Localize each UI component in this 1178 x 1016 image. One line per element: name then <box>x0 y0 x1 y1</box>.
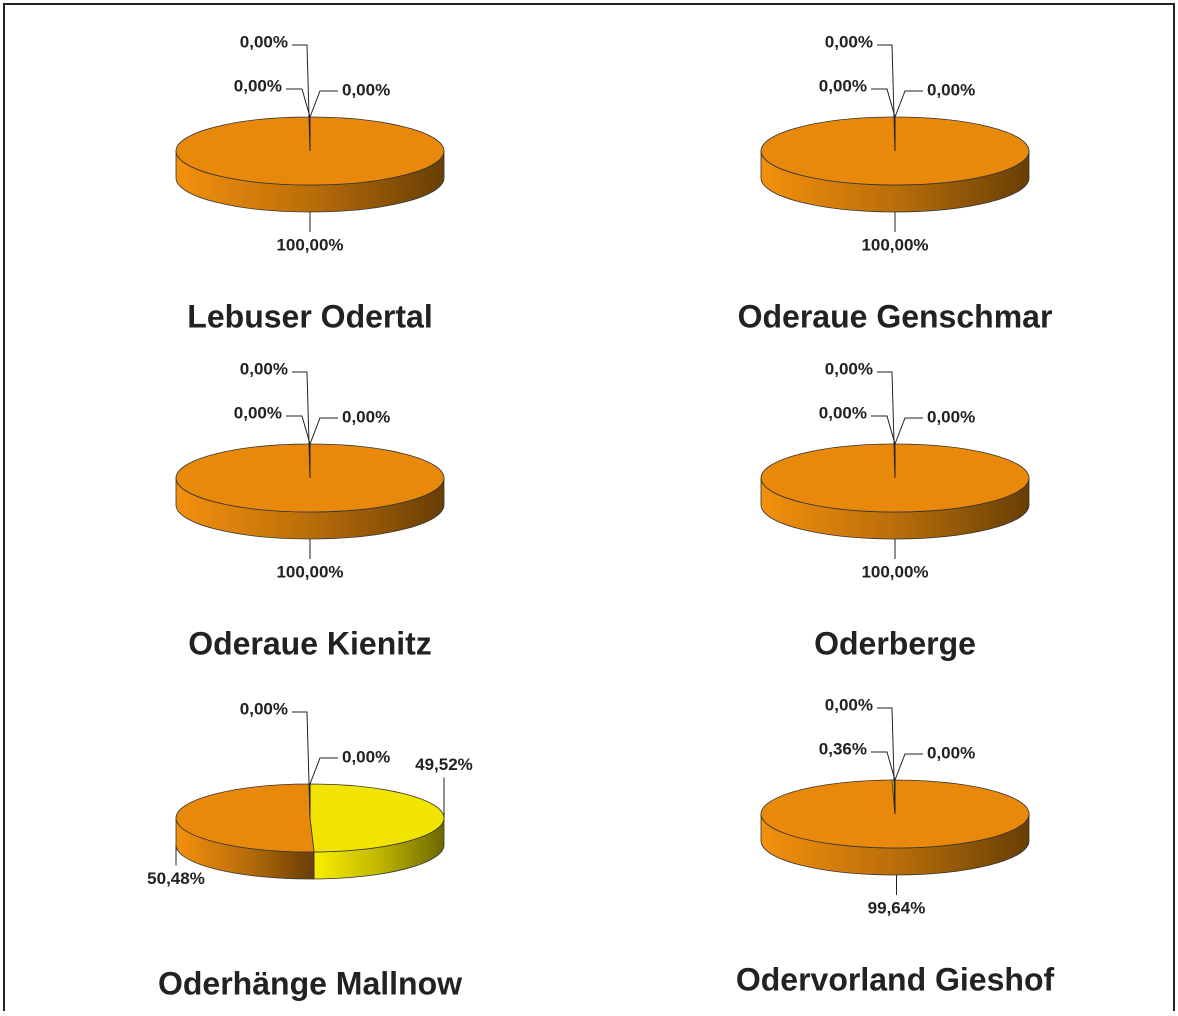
chart-title: Oderaue Genschmar <box>738 298 1053 334</box>
data-label: 0,00% <box>342 80 390 99</box>
data-label: 0,00% <box>927 743 975 762</box>
chart-title: Oderberge <box>814 625 976 661</box>
data-label: 0,00% <box>342 747 390 766</box>
data-label: 0,00% <box>240 359 288 378</box>
leader-line <box>877 44 896 152</box>
leader-line <box>871 751 896 781</box>
data-label: 0,00% <box>234 403 282 422</box>
leader-line <box>292 371 311 479</box>
leader-line <box>871 415 896 445</box>
leader-line <box>871 88 896 118</box>
data-label: 100,00% <box>276 562 343 581</box>
data-label: 50,48% <box>147 869 205 888</box>
data-label: 100,00% <box>276 235 343 254</box>
leader-line <box>286 88 311 118</box>
data-label: 0,00% <box>927 407 975 426</box>
data-label: 0,00% <box>825 359 873 378</box>
leader-line <box>877 707 896 815</box>
data-label: 0,00% <box>240 699 288 718</box>
chart-title: Odervorland Gieshof <box>736 961 1055 997</box>
data-label: 0,00% <box>234 76 282 95</box>
chart-title: Oderaue Kienitz <box>188 625 432 661</box>
data-label: 100,00% <box>861 562 928 581</box>
data-label: 49,52% <box>415 755 473 774</box>
data-label: 0,00% <box>342 407 390 426</box>
data-label: 0,00% <box>825 695 873 714</box>
data-label: 99,64% <box>868 898 926 917</box>
data-label: 0,00% <box>825 32 873 51</box>
leader-line <box>292 711 311 819</box>
chart-title: Oderhänge Mallnow <box>158 965 462 1001</box>
leader-line <box>292 44 311 152</box>
data-label: 0,00% <box>819 403 867 422</box>
chart-title: Lebuser Odertal <box>187 298 432 334</box>
leader-line <box>877 371 896 479</box>
data-label: 100,00% <box>861 235 928 254</box>
data-label: 0,36% <box>819 739 867 758</box>
pie-slice <box>175 783 315 853</box>
leader-line <box>286 415 311 445</box>
data-label: 0,00% <box>927 80 975 99</box>
pie-tops <box>175 783 445 853</box>
frame <box>3 3 1175 1016</box>
data-label: 0,00% <box>240 32 288 51</box>
data-label: 0,00% <box>819 76 867 95</box>
